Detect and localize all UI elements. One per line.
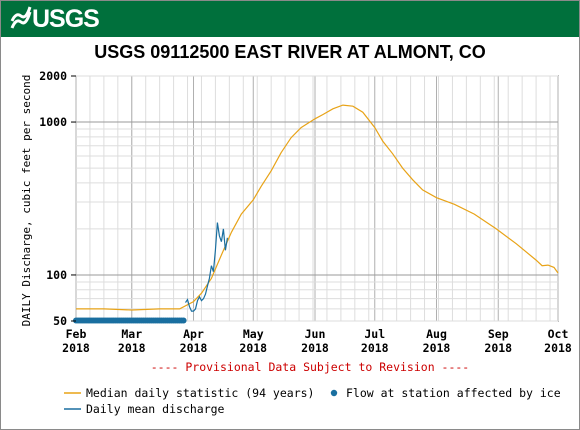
x-tick-label-year: 2018: [423, 341, 451, 355]
x-tick-label-year: 2018: [361, 341, 389, 355]
y-tick-label: 1000: [39, 115, 67, 129]
y-tick-label: 2000: [39, 69, 67, 83]
x-tick-label-year: 2018: [62, 341, 90, 355]
x-tick-label: Apr: [183, 327, 204, 341]
x-tick-label: Feb: [66, 327, 87, 341]
x-tick-label-year: 2018: [118, 341, 146, 355]
x-tick-label: Aug: [426, 327, 447, 341]
legend-label: Daily mean discharge: [86, 402, 225, 416]
chart-title: USGS 09112500 EAST RIVER AT ALMONT, CO: [94, 42, 486, 62]
x-tick-label-year: 2018: [180, 341, 208, 355]
x-tick-label: Mar: [121, 327, 142, 341]
x-tick-label-year: 2018: [544, 341, 572, 355]
x-tick-label: Sep: [488, 327, 509, 341]
usgs-logo-text: USGS: [32, 5, 100, 33]
y-tick-label: 50: [53, 314, 67, 328]
grid-lines: [75, 75, 559, 322]
ice-affected-point: [180, 317, 187, 324]
x-tick-label-year: 2018: [484, 341, 512, 355]
usgs-wave-icon: [10, 6, 32, 29]
legend-swatch-dot: [330, 389, 338, 397]
x-tick-label: Jul: [364, 327, 385, 341]
x-tick-label-year: 2018: [239, 341, 267, 355]
plot-area: [75, 75, 559, 322]
legend-label: Median daily statistic (94 years): [86, 386, 314, 400]
x-tick-label: May: [243, 327, 264, 341]
x-tick-label-year: 2018: [301, 341, 329, 355]
y-axis-label: DAILY Discharge, cubic feet per second: [20, 75, 33, 327]
legend-label: Flow at station affected by ice: [346, 386, 561, 400]
x-tick-label: Jun: [305, 327, 326, 341]
x-tick-label: Oct: [548, 327, 569, 341]
usgs-banner: USGS: [1, 1, 579, 37]
provisional-annotation: ---- Provisional Data Subject to Revisio…: [151, 360, 470, 374]
series-line-median-daily-statistic-94-years: [76, 104, 559, 311]
y-tick-label: 100: [46, 268, 67, 282]
series-line-daily-mean-discharge: [185, 222, 228, 312]
legend: Median daily statistic (94 years) Flow at…: [64, 386, 561, 416]
tick-labels: 5010010002000Feb2018Mar2018Apr2018May201…: [39, 69, 572, 355]
series-layer: [73, 104, 559, 324]
